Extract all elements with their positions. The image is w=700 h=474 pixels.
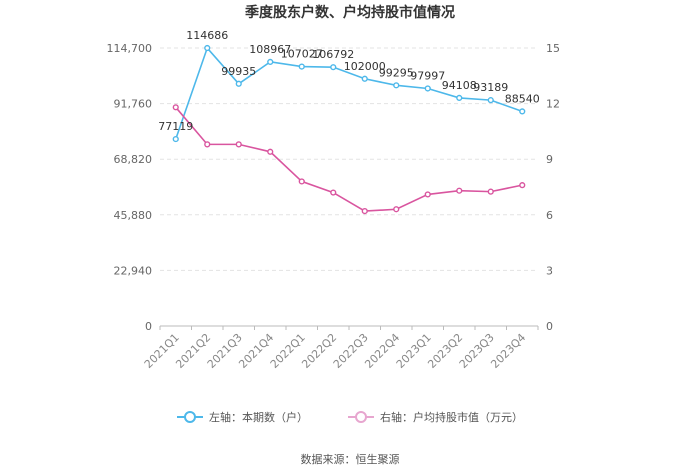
x-axis-tick-label: 2023Q4 — [488, 331, 528, 371]
series-point-1 — [393, 82, 400, 89]
series-point-2 — [519, 182, 526, 189]
chart-title: 季度股东户数、户均持股市值情况 — [245, 5, 455, 21]
left-axis-tick-label: 114,700 — [107, 42, 153, 55]
right-axis-tick-label: 0 — [546, 320, 553, 333]
label-layer: 77119 114686 99935 108967107027106792102000… — [158, 29, 540, 133]
series-point-1 — [204, 44, 211, 52]
right-axis-tick-label: 3 — [546, 264, 553, 277]
left-axis-tick-label: 22,940 — [114, 264, 153, 277]
data-label: 77119 — [158, 120, 193, 133]
series-point-1 — [424, 85, 431, 92]
data-label: 102000 — [344, 60, 386, 73]
data-label: 88540 — [505, 92, 540, 105]
series-point-2 — [235, 141, 242, 148]
left-axis-tick-label: 68,820 — [114, 153, 153, 166]
source-note: 数据来源：恒生聚源 — [300, 453, 400, 466]
data-label: 99935 — [221, 65, 256, 78]
series-point-1 — [519, 108, 526, 115]
data-label: 108967 — [249, 43, 291, 56]
left-axis-tick-label: 91,760 — [114, 98, 153, 111]
series-line-1 — [174, 46, 523, 140]
data-label: 99295 — [379, 66, 414, 79]
right-axis-tick-label: 9 — [546, 153, 553, 166]
series-point-1 — [235, 80, 242, 87]
legend-label-series-2: 右轴：户均持股市值（万元） — [380, 411, 523, 424]
series-point-2 — [172, 104, 179, 111]
legend-label-series-1: 左轴：本期数（户） — [209, 411, 308, 424]
right-axis-tick-label: 6 — [546, 209, 553, 222]
series-point-2 — [330, 189, 337, 196]
series-point-1 — [172, 135, 179, 143]
series-point-1 — [298, 63, 305, 70]
series-point-1 — [361, 75, 368, 82]
series-point-1 — [456, 94, 463, 102]
data-label: 114686 — [186, 29, 228, 42]
series-layer — [172, 44, 526, 215]
legend: 左轴：本期数（户） 右轴：户均持股市值（万元） — [0, 409, 700, 425]
series-point-2 — [361, 207, 368, 215]
legend-item-series-2[interactable]: 右轴：户均持股市值（万元） — [348, 409, 523, 425]
series-point-2 — [487, 188, 494, 195]
right-axis-tick-label: 15 — [546, 42, 560, 55]
data-label: 106792 — [312, 48, 354, 61]
series-line-2 — [175, 106, 523, 212]
series-point-1 — [267, 58, 274, 65]
legend-item-series-1[interactable]: 左轴：本期数（户） — [177, 409, 308, 425]
series-point-2 — [204, 141, 211, 148]
left-axis-tick-label: 0 — [145, 320, 152, 333]
legend-swatch-pink-icon — [348, 411, 374, 423]
series-point-2 — [456, 187, 463, 194]
right-axis-tick-label: 12 — [546, 98, 560, 111]
series-point-2 — [424, 191, 431, 198]
legend-swatch-blue-icon — [177, 411, 203, 423]
series-point-1 — [330, 64, 337, 71]
series-point-2 — [267, 148, 274, 155]
left-axis-tick-label: 45,880 — [114, 209, 153, 222]
series-point-2 — [393, 206, 400, 213]
series-point-2 — [298, 178, 305, 185]
data-label: 94108 — [442, 79, 477, 92]
data-label: 93189 — [473, 81, 508, 94]
data-label: 107027 — [281, 48, 323, 61]
data-label: 97997 — [410, 69, 445, 82]
series-point-1 — [487, 97, 494, 104]
